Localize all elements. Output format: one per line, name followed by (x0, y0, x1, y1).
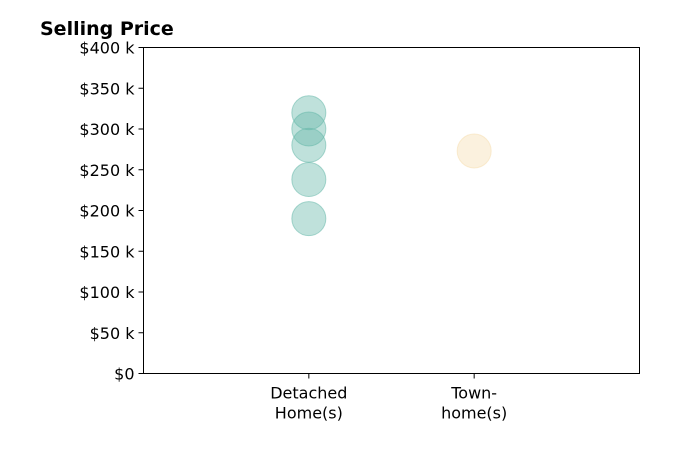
data-point (291, 95, 327, 131)
x-tick-label: Home(s) (275, 404, 343, 423)
y-tick-label: $350 k (79, 79, 135, 98)
x-tick-label: Town- (450, 384, 497, 403)
y-tick-label: $250 k (79, 161, 135, 180)
data-point (291, 111, 327, 147)
y-tick-label: $200 k (79, 202, 135, 221)
y-tick-label: $50 k (90, 324, 136, 343)
data-points (291, 95, 492, 237)
y-tick-label: $300 k (79, 120, 135, 139)
x-tick-label: home(s) (441, 404, 507, 423)
y-axis: $0 $50 k $100 k $150 k $200 k $250 k $300 k $35… (79, 39, 144, 384)
y-tick-label: $0 (114, 365, 134, 384)
x-tick-label: Detached (270, 384, 347, 403)
chart-title: Selling Price (40, 18, 174, 40)
y-tick-label: $150 k (79, 242, 135, 261)
y-tick-label: $400 k (79, 39, 135, 58)
data-point (291, 201, 327, 237)
y-tick-label: $100 k (79, 283, 135, 302)
data-point (291, 127, 327, 163)
data-point (456, 133, 492, 169)
data-point (291, 162, 327, 198)
plot-frame (143, 47, 640, 374)
